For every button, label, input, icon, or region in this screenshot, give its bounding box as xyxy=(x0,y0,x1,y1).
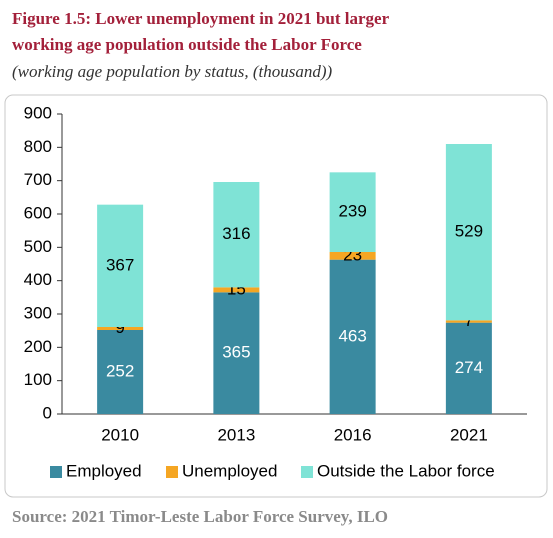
bar-segment xyxy=(213,182,260,288)
data-label: 239 xyxy=(338,202,366,221)
data-label: 7 xyxy=(464,311,473,330)
chart-subtitle: (working age population by status, (thou… xyxy=(12,62,332,81)
source-note: Source: 2021 Timor-Leste Labor Force Sur… xyxy=(12,507,388,526)
bar-segment xyxy=(445,322,492,414)
y-tick-label: 200 xyxy=(24,337,52,356)
data-label: 463 xyxy=(338,326,366,345)
data-label: 367 xyxy=(106,255,134,274)
y-tick-label: 500 xyxy=(24,237,52,256)
x-tick-label: 2021 xyxy=(450,425,488,444)
bar-segment xyxy=(445,144,492,321)
data-label: 252 xyxy=(106,361,134,380)
legend-swatch xyxy=(301,466,313,478)
bar-segment xyxy=(329,259,376,414)
bar-segment xyxy=(213,287,260,293)
bar-segment xyxy=(97,330,144,414)
y-tick-label: 700 xyxy=(24,170,52,189)
x-tick-label: 2013 xyxy=(217,425,255,444)
y-tick-label: 600 xyxy=(24,203,52,222)
chart-frame xyxy=(4,94,548,498)
legend-label: Employed xyxy=(66,461,142,480)
data-label: 529 xyxy=(455,222,483,241)
chart-title: Figure 1.5: Lower unemployment in 2021 b… xyxy=(12,9,390,28)
y-tick-label: 800 xyxy=(24,137,52,156)
bar-segment xyxy=(329,252,376,260)
legend-label: Unemployed xyxy=(182,461,277,480)
bar-segment xyxy=(97,204,144,327)
x-tick-label: 2010 xyxy=(101,425,139,444)
chart-title: working age population outside the Labor… xyxy=(12,35,362,54)
y-tick-label: 900 xyxy=(24,103,52,122)
y-tick-label: 100 xyxy=(24,370,52,389)
bar-segment xyxy=(97,327,144,330)
bar-segment xyxy=(213,292,260,414)
y-tick-label: 400 xyxy=(24,270,52,289)
legend-swatch xyxy=(166,466,178,478)
y-tick-label: 300 xyxy=(24,303,52,322)
y-tick-label: 0 xyxy=(43,403,52,422)
data-label: 274 xyxy=(455,358,483,377)
bar-segment xyxy=(329,172,376,252)
data-label: 365 xyxy=(222,343,250,362)
bar-segment xyxy=(445,320,492,323)
legend-label: Outside the Labor force xyxy=(317,461,495,480)
data-label: 9 xyxy=(115,318,124,337)
legend-swatch xyxy=(50,466,62,478)
x-tick-label: 2016 xyxy=(334,425,372,444)
data-label: 316 xyxy=(222,224,250,243)
